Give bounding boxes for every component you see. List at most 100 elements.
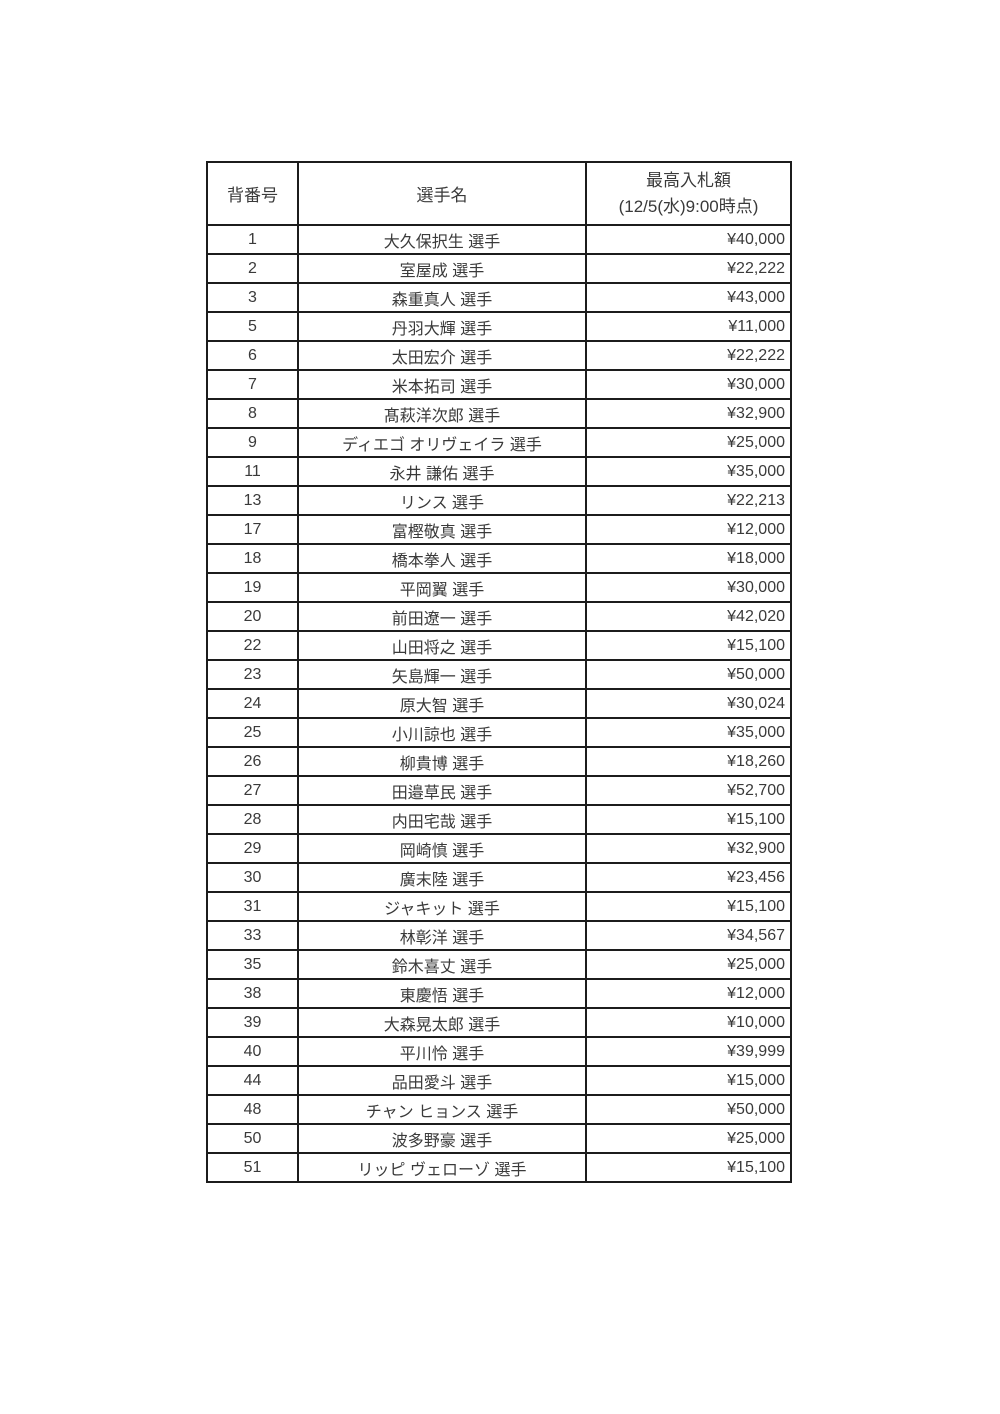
bid-amount-cell: ¥22,222 xyxy=(585,340,792,371)
bid-amount-cell: ¥25,000 xyxy=(585,949,792,980)
jersey-number-cell: 40 xyxy=(206,1036,299,1067)
bid-amount-cell: ¥18,260 xyxy=(585,746,792,777)
table-row: 5 丹羽大輝 選手 ¥11,000 xyxy=(206,311,792,342)
bid-amount-cell: ¥18,000 xyxy=(585,543,792,574)
jersey-number-cell: 38 xyxy=(206,978,299,1009)
bid-amount-cell: ¥22,222 xyxy=(585,253,792,284)
table-row: 11 永井 謙佑 選手 ¥35,000 xyxy=(206,456,792,487)
player-name-cell: リンス 選手 xyxy=(297,485,587,516)
table-row: 1 大久保択生 選手 ¥40,000 xyxy=(206,224,792,255)
table-row: 38 東慶悟 選手 ¥12,000 xyxy=(206,978,792,1009)
player-name-cell: 平川怜 選手 xyxy=(297,1036,587,1067)
bid-amount-cell: ¥30,000 xyxy=(585,369,792,400)
jersey-number-cell: 50 xyxy=(206,1123,299,1154)
bid-amount-cell: ¥50,000 xyxy=(585,1094,792,1125)
player-name-cell: ディエゴ オリヴェイラ 選手 xyxy=(297,427,587,458)
jersey-number-cell: 28 xyxy=(206,804,299,835)
player-name-cell: 小川諒也 選手 xyxy=(297,717,587,748)
jersey-number-cell: 17 xyxy=(206,514,299,545)
player-bid-table: 背番号 選手名 最高入札額 (12/5(水)9:00時点) 1 大久保択生 選手 ¥… xyxy=(206,161,792,1183)
bid-amount-cell: ¥23,456 xyxy=(585,862,792,893)
player-name-cell: 室屋成 選手 xyxy=(297,253,587,284)
player-name-cell: 髙萩洋次郎 選手 xyxy=(297,398,587,429)
jersey-number-cell: 23 xyxy=(206,659,299,690)
bid-amount-cell: ¥12,000 xyxy=(585,978,792,1009)
bid-amount-cell: ¥25,000 xyxy=(585,1123,792,1154)
table-row: 18 橋本拳人 選手 ¥18,000 xyxy=(206,543,792,574)
bid-amount-cell: ¥35,000 xyxy=(585,717,792,748)
bid-amount-cell: ¥15,100 xyxy=(585,891,792,922)
player-name-cell: 東慶悟 選手 xyxy=(297,978,587,1009)
jersey-number-cell: 3 xyxy=(206,282,299,313)
player-name-cell: 田邉草民 選手 xyxy=(297,775,587,806)
jersey-number-cell: 51 xyxy=(206,1152,299,1183)
table-row: 22 山田将之 選手 ¥15,100 xyxy=(206,630,792,661)
table-row: 27 田邉草民 選手 ¥52,700 xyxy=(206,775,792,806)
player-name-cell: 山田将之 選手 xyxy=(297,630,587,661)
bid-amount-cell: ¥30,000 xyxy=(585,572,792,603)
player-name-cell: 米本拓司 選手 xyxy=(297,369,587,400)
player-name-cell: 波多野豪 選手 xyxy=(297,1123,587,1154)
player-name-cell: 鈴木喜丈 選手 xyxy=(297,949,587,980)
header-bid-amount-timestamp: (12/5(水)9:00時点) xyxy=(618,196,759,216)
table-row: 48 チャン ヒョンス 選手 ¥50,000 xyxy=(206,1094,792,1125)
player-name-cell: 岡崎慎 選手 xyxy=(297,833,587,864)
jersey-number-cell: 7 xyxy=(206,369,299,400)
header-row: 背番号 選手名 最高入札額 (12/5(水)9:00時点) xyxy=(206,161,792,226)
header-bid-amount-title: 最高入札額 xyxy=(646,170,731,190)
bid-amount-cell: ¥35,000 xyxy=(585,456,792,487)
jersey-number-cell: 29 xyxy=(206,833,299,864)
jersey-number-cell: 22 xyxy=(206,630,299,661)
bid-amount-cell: ¥52,700 xyxy=(585,775,792,806)
table-row: 17 富樫敬真 選手 ¥12,000 xyxy=(206,514,792,545)
table-row: 9 ディエゴ オリヴェイラ 選手 ¥25,000 xyxy=(206,427,792,458)
table-row: 31 ジャキット 選手 ¥15,100 xyxy=(206,891,792,922)
table-row: 50 波多野豪 選手 ¥25,000 xyxy=(206,1123,792,1154)
bid-amount-cell: ¥40,000 xyxy=(585,224,792,255)
jersey-number-cell: 9 xyxy=(206,427,299,458)
table-row: 13 リンス 選手 ¥22,213 xyxy=(206,485,792,516)
table-row: 29 岡崎慎 選手 ¥32,900 xyxy=(206,833,792,864)
bid-amount-cell: ¥15,100 xyxy=(585,1152,792,1183)
table-row: 7 米本拓司 選手 ¥30,000 xyxy=(206,369,792,400)
table-row: 24 原大智 選手 ¥30,024 xyxy=(206,688,792,719)
jersey-number-cell: 8 xyxy=(206,398,299,429)
bid-amount-cell: ¥22,213 xyxy=(585,485,792,516)
jersey-number-cell: 33 xyxy=(206,920,299,951)
table-row: 28 内田宅哉 選手 ¥15,100 xyxy=(206,804,792,835)
bid-amount-cell: ¥15,000 xyxy=(585,1065,792,1096)
bid-amount-cell: ¥15,100 xyxy=(585,804,792,835)
bid-amount-cell: ¥32,900 xyxy=(585,398,792,429)
bid-amount-cell: ¥10,000 xyxy=(585,1007,792,1038)
jersey-number-cell: 39 xyxy=(206,1007,299,1038)
table-row: 20 前田遼一 選手 ¥42,020 xyxy=(206,601,792,632)
bid-amount-cell: ¥32,900 xyxy=(585,833,792,864)
header-player-name: 選手名 xyxy=(297,161,587,226)
table-row: 3 森重真人 選手 ¥43,000 xyxy=(206,282,792,313)
table-header: 背番号 選手名 最高入札額 (12/5(水)9:00時点) xyxy=(206,161,792,226)
jersey-number-cell: 31 xyxy=(206,891,299,922)
player-name-cell: 内田宅哉 選手 xyxy=(297,804,587,835)
player-name-cell: 永井 謙佑 選手 xyxy=(297,456,587,487)
bid-amount-cell: ¥42,020 xyxy=(585,601,792,632)
player-name-cell: 丹羽大輝 選手 xyxy=(297,311,587,342)
jersey-number-cell: 24 xyxy=(206,688,299,719)
player-name-cell: 林彰洋 選手 xyxy=(297,920,587,951)
player-name-cell: リッピ ヴェローゾ 選手 xyxy=(297,1152,587,1183)
player-name-cell: 富樫敬真 選手 xyxy=(297,514,587,545)
table-row: 25 小川諒也 選手 ¥35,000 xyxy=(206,717,792,748)
bid-amount-cell: ¥15,100 xyxy=(585,630,792,661)
player-name-cell: 平岡翼 選手 xyxy=(297,572,587,603)
jersey-number-cell: 18 xyxy=(206,543,299,574)
table-row: 26 柳貴博 選手 ¥18,260 xyxy=(206,746,792,777)
table-row: 2 室屋成 選手 ¥22,222 xyxy=(206,253,792,284)
table-row: 8 髙萩洋次郎 選手 ¥32,900 xyxy=(206,398,792,429)
bid-amount-cell: ¥43,000 xyxy=(585,282,792,313)
player-name-cell: 原大智 選手 xyxy=(297,688,587,719)
header-jersey-number: 背番号 xyxy=(206,161,299,226)
bid-amount-cell: ¥12,000 xyxy=(585,514,792,545)
jersey-number-cell: 44 xyxy=(206,1065,299,1096)
jersey-number-cell: 27 xyxy=(206,775,299,806)
bid-amount-cell: ¥39,999 xyxy=(585,1036,792,1067)
table-row: 30 廣末陸 選手 ¥23,456 xyxy=(206,862,792,893)
